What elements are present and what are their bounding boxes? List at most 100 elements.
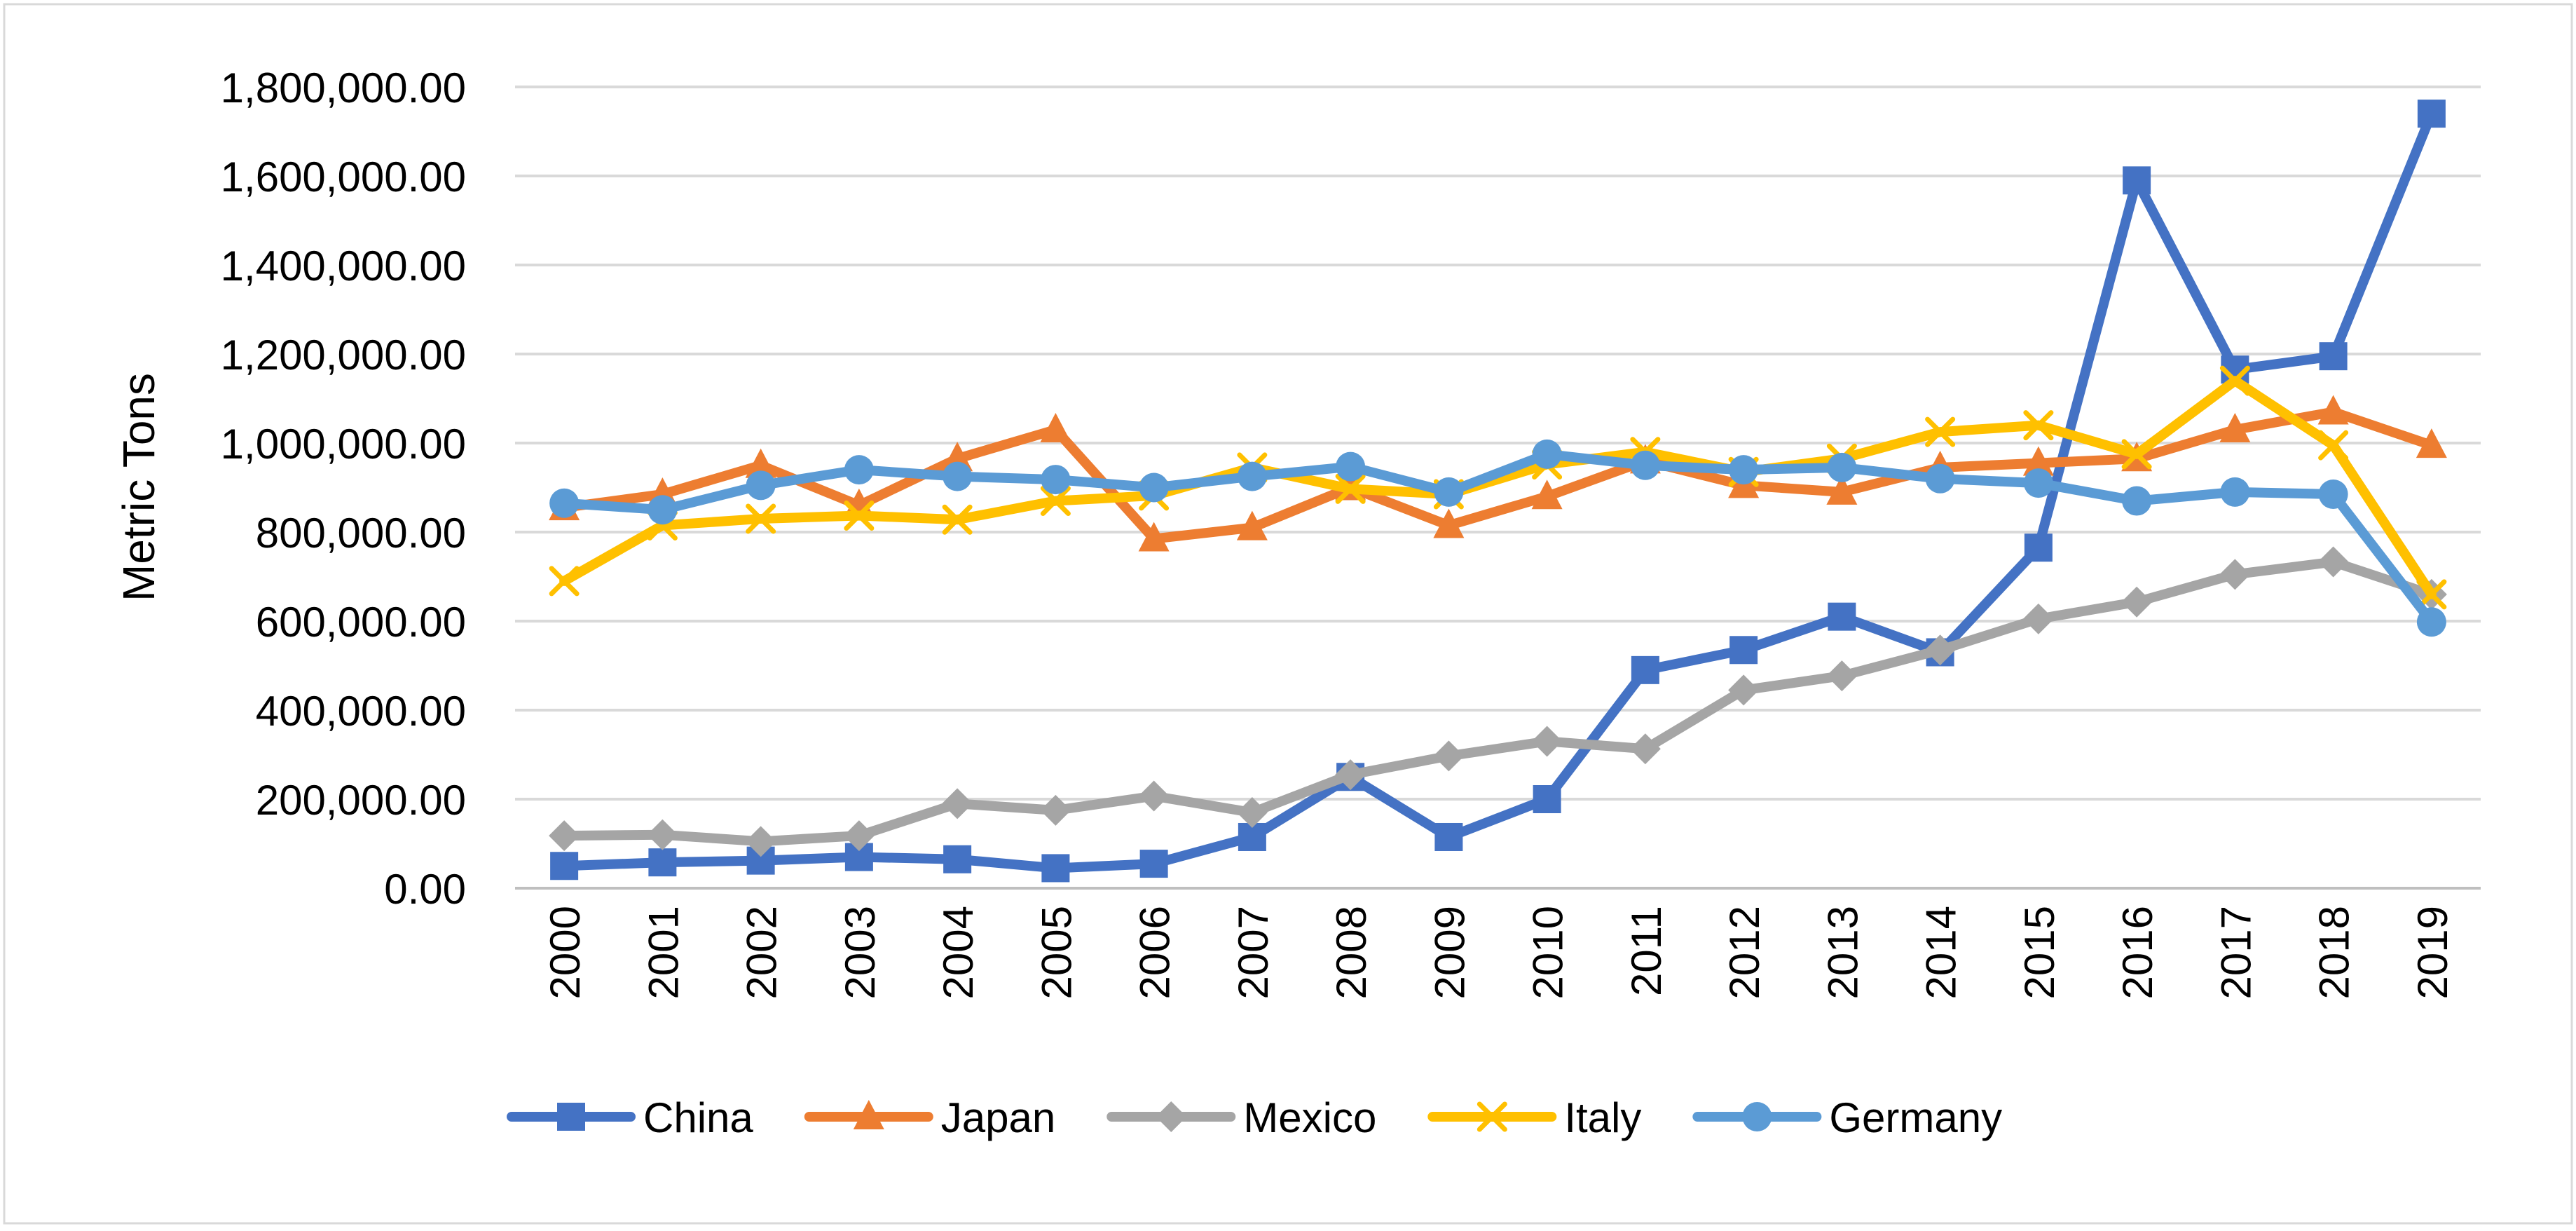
data-point-china (550, 852, 579, 880)
data-point-mexico (1138, 780, 1170, 812)
series-line-italy (559, 376, 2437, 599)
x-axis-tick-labels: 2000 2001 2002 2003 2004 2005 2006 2007 2008 2009… (542, 906, 2456, 999)
data-point-mexico (1728, 674, 1760, 706)
x-tick-label: 2012 (1721, 906, 1768, 999)
data-point-italy (1335, 473, 1366, 504)
data-point-china (648, 848, 677, 877)
x-tick-label: 2015 (2016, 906, 2063, 999)
legend-marker-italy (1477, 1101, 1507, 1132)
data-point-germany (1827, 452, 1857, 482)
legend-label-italy: Italy (1564, 1094, 1641, 1141)
data-point-mexico (2121, 586, 2153, 618)
data-point-china (2123, 166, 2151, 195)
y-tick-label: 800,000.00 (256, 510, 466, 557)
data-point-china (1828, 602, 1856, 631)
data-point-china (1729, 636, 1758, 665)
data-point-germany (1336, 451, 1366, 482)
data-point-japan (1531, 480, 1563, 510)
legend-label-china: China (643, 1094, 753, 1141)
legend-marker-japan (853, 1100, 884, 1129)
data-point-germany (2416, 607, 2446, 637)
series-line-mexico (559, 557, 2437, 847)
data-series (549, 100, 2447, 883)
data-point-germany (2122, 486, 2152, 516)
y-tick-label: 1,600,000.00 (221, 154, 466, 200)
data-point-mexico (1924, 634, 1956, 666)
data-point-china (1434, 822, 1463, 851)
legend-item-italy: Italy (1427, 1094, 1641, 1141)
chart-border (3, 3, 2573, 1225)
data-point-mexico (745, 826, 776, 857)
series-line-germany (559, 449, 2437, 627)
x-tick-label: 2017 (2212, 906, 2259, 999)
data-point-italy (2219, 365, 2250, 396)
data-point-japan (1433, 508, 1465, 538)
data-point-japan (942, 442, 973, 472)
data-point-china (943, 845, 972, 873)
data-point-mexico (1629, 733, 1661, 765)
x-tick-label: 2007 (1230, 906, 1277, 999)
x-tick-label: 2002 (739, 906, 786, 999)
x-tick-label: 2010 (1525, 906, 1572, 999)
data-point-japan (1236, 510, 1268, 540)
x-tick-label: 2011 (1623, 906, 1670, 996)
data-point-italy (746, 503, 776, 534)
data-point-italy (1925, 416, 1956, 447)
x-tick-label: 2005 (1033, 906, 1080, 999)
data-point-mexico (1531, 726, 1563, 757)
data-point-japan (2219, 412, 2251, 442)
data-point-italy (1040, 486, 1071, 517)
x-tick-label: 2001 (640, 906, 687, 999)
data-point-germany (648, 495, 678, 525)
data-point-germany (1630, 450, 1660, 480)
data-point-italy (844, 501, 875, 531)
data-point-china (2024, 533, 2053, 562)
data-point-china (2417, 100, 2446, 128)
x-tick-label: 2009 (1426, 906, 1473, 999)
data-point-italy (942, 504, 973, 535)
data-point-germany (1925, 463, 1955, 494)
data-point-china (1533, 785, 1561, 813)
data-point-mexico (843, 820, 875, 852)
series-line-china (559, 109, 2437, 873)
data-point-japan (2022, 446, 2054, 476)
legend-marker-germany (1742, 1102, 1772, 1131)
data-point-japan (745, 448, 776, 478)
data-point-japan (2317, 395, 2349, 425)
data-point-china (1139, 850, 1168, 878)
legend-item-japan: Japan (804, 1094, 1055, 1141)
legend-item-china: China (507, 1094, 753, 1141)
x-tick-label: 2016 (2114, 906, 2161, 999)
data-point-germany (844, 455, 874, 485)
data-point-germany (2220, 477, 2250, 507)
x-tick-label: 2013 (1819, 906, 1866, 999)
y-tick-label: 400,000.00 (256, 688, 466, 735)
data-point-china (1631, 655, 1659, 684)
data-point-mexico (647, 819, 678, 850)
data-point-italy (2416, 579, 2447, 610)
data-point-mexico (2317, 546, 2349, 578)
data-point-italy (2318, 430, 2349, 461)
data-point-germany (1237, 461, 1267, 491)
data-point-japan (1040, 412, 1071, 442)
x-tick-label: 2006 (1132, 906, 1179, 999)
data-point-japan (1826, 475, 1858, 505)
data-point-germany (2318, 480, 2348, 510)
data-point-germany (549, 488, 580, 518)
series-line-japan (559, 407, 2437, 544)
y-tick-label: 1,400,000.00 (221, 243, 466, 290)
series-germany (549, 439, 2446, 637)
data-point-germany (943, 461, 973, 491)
legend-label-germany: Germany (1829, 1094, 2002, 1141)
data-point-germany (1041, 465, 1071, 495)
data-point-mexico (1433, 740, 1465, 772)
y-tick-label: 1,000,000.00 (221, 421, 466, 468)
legend-marker-china (557, 1103, 585, 1131)
data-point-mexico (2219, 559, 2251, 590)
legend-label-mexico: Mexico (1243, 1094, 1376, 1141)
data-point-germany (1532, 439, 1562, 469)
data-point-japan (2416, 428, 2447, 458)
data-point-mexico (1040, 794, 1071, 826)
x-tick-label: 2003 (837, 906, 884, 999)
x-tick-label: 2004 (935, 906, 982, 999)
